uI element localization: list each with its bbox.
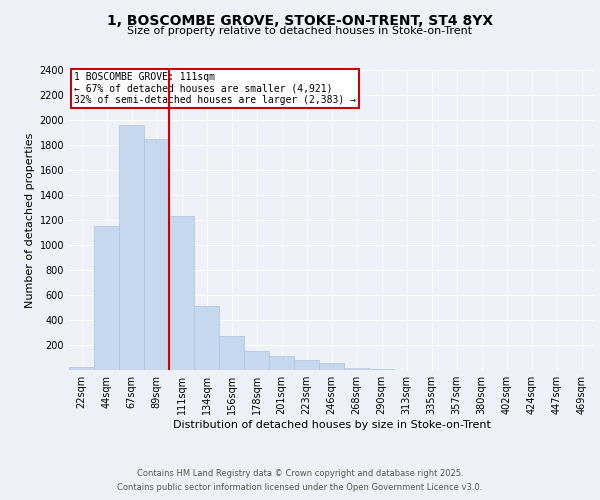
Bar (319, 363, 344, 370)
Bar (244, 351, 269, 370)
X-axis label: Distribution of detached houses by size in Stoke-on-Trent: Distribution of detached houses by size … (173, 420, 490, 430)
Bar (194, 306, 219, 370)
Bar (169, 216, 194, 370)
Bar (219, 336, 244, 370)
Bar (94, 226, 119, 370)
Bar (269, 356, 294, 370)
Bar (119, 125, 144, 370)
Bar (69, 367, 94, 370)
Text: 1, BOSCOMBE GROVE, STOKE-ON-TRENT, ST4 8YX: 1, BOSCOMBE GROVE, STOKE-ON-TRENT, ST4 8… (107, 14, 493, 28)
Text: 1 BOSCOMBE GROVE: 111sqm
← 67% of detached houses are smaller (4,921)
32% of sem: 1 BOSCOMBE GROVE: 111sqm ← 67% of detach… (74, 72, 356, 104)
Bar (294, 360, 319, 370)
Bar (344, 368, 369, 370)
Bar (144, 138, 169, 370)
Text: Contains HM Land Registry data © Crown copyright and database right 2025.: Contains HM Land Registry data © Crown c… (137, 470, 463, 478)
Y-axis label: Number of detached properties: Number of detached properties (25, 132, 35, 308)
Text: Contains public sector information licensed under the Open Government Licence v3: Contains public sector information licen… (118, 483, 482, 492)
Text: Size of property relative to detached houses in Stoke-on-Trent: Size of property relative to detached ho… (127, 26, 473, 36)
